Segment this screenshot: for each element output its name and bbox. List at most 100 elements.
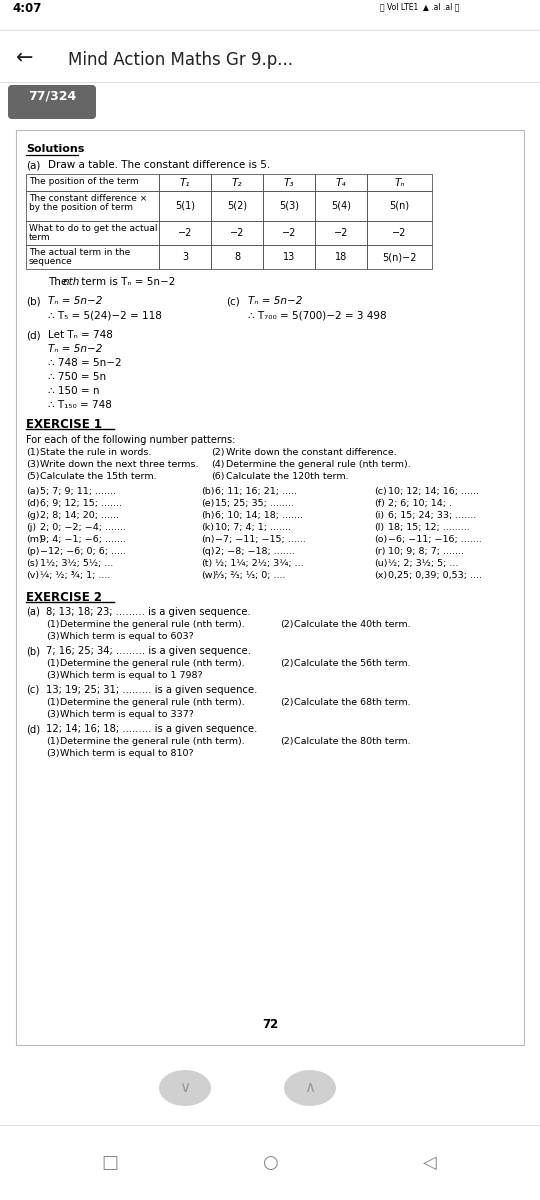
Text: (2): (2) <box>280 620 294 629</box>
Text: sequence: sequence <box>29 257 73 266</box>
Text: 12; 14; 16; 18; ......... is a given sequence.: 12; 14; 16; 18; ......... is a given seq… <box>46 724 258 734</box>
Text: −6; −11; −16; .......: −6; −11; −16; ....... <box>388 535 482 544</box>
Text: Solutions: Solutions <box>26 144 84 154</box>
Text: (c): (c) <box>374 487 387 496</box>
Text: 📶 Vol LTE1  ▲ .al .al 🔋: 📶 Vol LTE1 ▲ .al .al 🔋 <box>380 2 460 11</box>
Text: Calculate the 15th term.: Calculate the 15th term. <box>40 472 157 481</box>
Text: Let Tₙ = 748: Let Tₙ = 748 <box>48 330 113 340</box>
Text: 6; 15; 24; 33; .......: 6; 15; 24; 33; ....... <box>388 511 476 520</box>
Text: −12; −6; 0; 6; .....: −12; −6; 0; 6; ..... <box>40 547 126 556</box>
Text: −7; −11; −15; ......: −7; −11; −15; ...... <box>215 535 306 544</box>
Text: (j): (j) <box>26 523 36 532</box>
Text: What to do to get the actual: What to do to get the actual <box>29 224 158 233</box>
Text: (g): (g) <box>26 511 39 520</box>
Text: (u): (u) <box>374 559 388 568</box>
Text: (o): (o) <box>374 535 387 544</box>
Text: (a): (a) <box>26 607 40 617</box>
Text: (3): (3) <box>46 710 59 719</box>
Text: −2: −2 <box>178 228 192 238</box>
Text: (c): (c) <box>26 685 39 695</box>
Text: Determine the general rule (nth term).: Determine the general rule (nth term). <box>60 620 245 629</box>
Text: State the rule in words.: State the rule in words. <box>40 448 151 457</box>
Text: 0,25; 0,39; 0,53; ....: 0,25; 0,39; 0,53; .... <box>388 571 482 580</box>
Text: 1½; 3½; 5½; ...: 1½; 3½; 5½; ... <box>40 559 113 568</box>
Bar <box>0 0 540 30</box>
Text: ½; 1¼; 2½; 3¼; ...: ½; 1¼; 2½; 3¼; ... <box>215 559 303 568</box>
Text: 2; 8; 14; 20; ......: 2; 8; 14; 20; ...... <box>40 511 119 520</box>
Bar <box>367 245 432 269</box>
Text: −2: −2 <box>282 228 296 238</box>
Text: 5(1): 5(1) <box>175 200 195 211</box>
Text: 10; 7; 4; 1; .......: 10; 7; 4; 1; ....... <box>215 523 291 532</box>
Text: term: term <box>29 233 51 242</box>
Text: Calculate the 120th term.: Calculate the 120th term. <box>226 472 349 481</box>
Text: Calculate the 80th term.: Calculate the 80th term. <box>294 737 410 746</box>
Text: ∴ T₁₅₀ = 748: ∴ T₁₅₀ = 748 <box>48 400 112 410</box>
Text: 2; 6; 10; 14; .: 2; 6; 10; 14; . <box>388 499 452 508</box>
Text: ∴ 150 = n: ∴ 150 = n <box>48 386 99 396</box>
Bar <box>263 245 315 269</box>
Bar <box>211 245 263 269</box>
Text: Which term is equal to 810?: Which term is equal to 810? <box>60 749 194 758</box>
Bar <box>315 221 367 245</box>
Text: Determine the general rule (nth term).: Determine the general rule (nth term). <box>60 737 245 746</box>
Text: Determine the general rule (nth term).: Determine the general rule (nth term). <box>60 659 245 668</box>
Bar <box>211 174 263 191</box>
Text: (s): (s) <box>26 559 38 568</box>
Text: (r): (r) <box>374 547 386 556</box>
Text: (a): (a) <box>26 487 39 496</box>
Bar <box>367 191 432 221</box>
Text: −2: −2 <box>334 228 348 238</box>
Text: ∨: ∨ <box>179 1080 191 1096</box>
Text: Determine the general rule (nth term).: Determine the general rule (nth term). <box>226 460 411 469</box>
Text: ∴ T₇₀₀ = 5(700)−2 = 3 498: ∴ T₇₀₀ = 5(700)−2 = 3 498 <box>248 311 387 320</box>
Text: The constant difference ×: The constant difference × <box>29 194 147 203</box>
Bar <box>26 174 159 191</box>
Text: 9; 4; −1; −6; .......: 9; 4; −1; −6; ....... <box>40 535 126 544</box>
Bar <box>0 1126 540 1200</box>
Text: (2): (2) <box>280 659 294 668</box>
Text: term is Tₙ = 5n−2: term is Tₙ = 5n−2 <box>78 277 176 287</box>
Text: ∴ 748 = 5n−2: ∴ 748 = 5n−2 <box>48 358 122 368</box>
Text: (w): (w) <box>201 571 216 580</box>
Text: (k): (k) <box>201 523 214 532</box>
Text: 18; 15; 12; .........: 18; 15; 12; ......... <box>388 523 470 532</box>
Text: 2; −8; −18; .......: 2; −8; −18; ....... <box>215 547 295 556</box>
Bar <box>0 30 540 82</box>
Bar <box>211 191 263 221</box>
Text: Draw a table. The constant difference is 5.: Draw a table. The constant difference is… <box>48 160 270 170</box>
Text: ◁: ◁ <box>423 1154 437 1172</box>
Text: 7; 16; 25; 34; ......... is a given sequence.: 7; 16; 25; 34; ......... is a given sequ… <box>46 646 251 656</box>
Text: Which term is equal to 603?: Which term is equal to 603? <box>60 632 194 641</box>
Text: (d): (d) <box>26 330 40 340</box>
Text: (p): (p) <box>26 547 39 556</box>
Text: (c): (c) <box>226 296 240 306</box>
Text: 6; 9; 12; 15; .......: 6; 9; 12; 15; ....... <box>40 499 122 508</box>
Bar <box>159 174 211 191</box>
Text: 72: 72 <box>262 1018 278 1031</box>
Text: Tₙ = 5n−2: Tₙ = 5n−2 <box>248 296 302 306</box>
Text: Write down the constant difference.: Write down the constant difference. <box>226 448 397 457</box>
Text: (x): (x) <box>374 571 387 580</box>
Text: −2: −2 <box>393 228 407 238</box>
Text: (5): (5) <box>26 472 39 481</box>
Bar <box>367 221 432 245</box>
Bar <box>159 245 211 269</box>
Text: EXERCISE 2: EXERCISE 2 <box>26 590 102 604</box>
Text: 5(2): 5(2) <box>227 200 247 211</box>
Text: 3: 3 <box>182 252 188 262</box>
Text: (2): (2) <box>211 448 225 457</box>
Text: (l): (l) <box>374 523 384 532</box>
Text: Which term is equal to 1 798?: Which term is equal to 1 798? <box>60 671 202 680</box>
Text: (n): (n) <box>201 535 214 544</box>
Text: Tₙ = 5n−2: Tₙ = 5n−2 <box>48 344 103 354</box>
Text: EXERCISE 1: EXERCISE 1 <box>26 418 102 431</box>
Text: 13: 13 <box>283 252 295 262</box>
Text: ∴ T₅ = 5(24)−2 = 118: ∴ T₅ = 5(24)−2 = 118 <box>48 311 162 320</box>
Text: The: The <box>48 277 71 287</box>
Text: (b): (b) <box>26 646 40 656</box>
Text: ←: ← <box>16 48 33 68</box>
Text: 13; 19; 25; 31; ......... is a given sequence.: 13; 19; 25; 31; ......... is a given seq… <box>46 685 258 695</box>
Text: (2): (2) <box>280 698 294 707</box>
Text: 5(3): 5(3) <box>279 200 299 211</box>
